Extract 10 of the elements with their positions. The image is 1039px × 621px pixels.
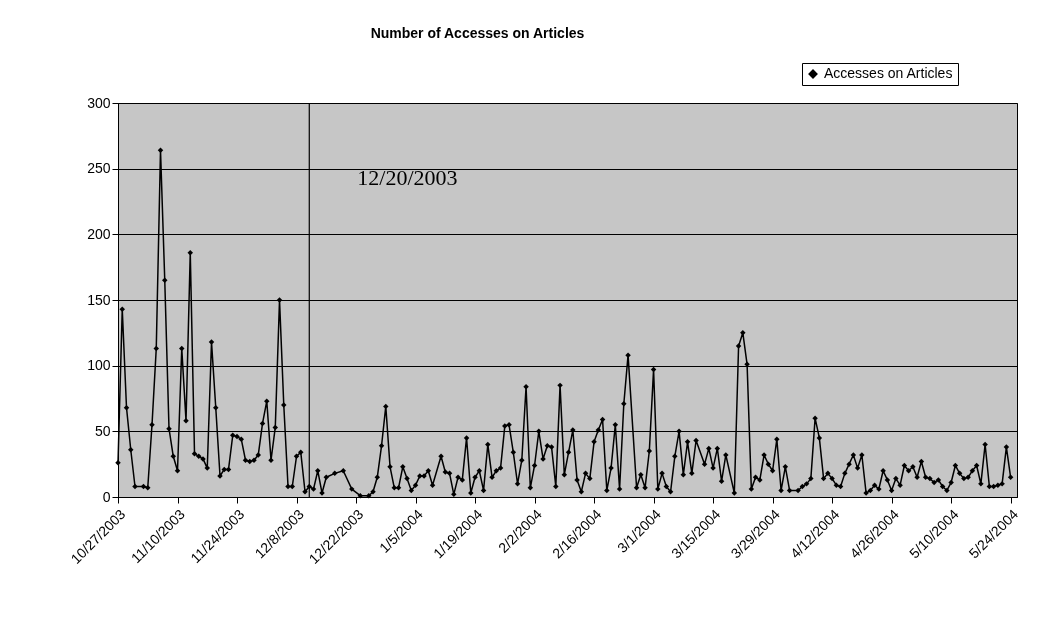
y-tick-label: 100 bbox=[87, 357, 111, 374]
legend-label: Accesses on Articles bbox=[824, 65, 953, 81]
y-tick-label: 150 bbox=[87, 291, 111, 308]
y-tick-label: 250 bbox=[87, 160, 111, 177]
y-tick-label: 200 bbox=[87, 225, 111, 242]
chart-title: Number of Accesses on Articles bbox=[370, 24, 585, 41]
y-tick-label: 0 bbox=[102, 488, 111, 505]
ref-line-label: 12/20/2003 bbox=[357, 165, 458, 190]
y-tick-label: 50 bbox=[94, 422, 111, 439]
y-tick-label: 300 bbox=[87, 94, 111, 111]
